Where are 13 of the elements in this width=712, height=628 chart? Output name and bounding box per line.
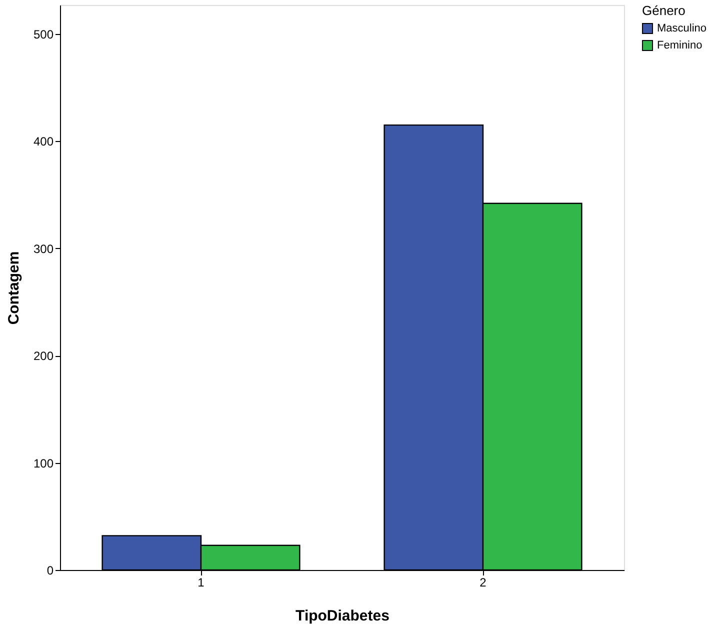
y-tick-label: 200 [33,349,54,364]
legend-label: Masculino [657,22,707,34]
y-axis-title: Contagem [5,251,22,325]
y-tick-label: 400 [33,134,54,149]
y-tick-label: 100 [33,456,54,470]
x-tick-label: 1 [198,576,205,590]
x-axis-title: TipoDiabetes [296,608,390,624]
legend-title: Género [642,3,686,18]
legend-label: Feminino [657,40,702,52]
y-tick-label: 300 [33,242,54,256]
y-tick-label: 0 [46,564,54,578]
x-tick-label: 2 [480,576,487,590]
y-tick-label: 500 [33,27,54,42]
